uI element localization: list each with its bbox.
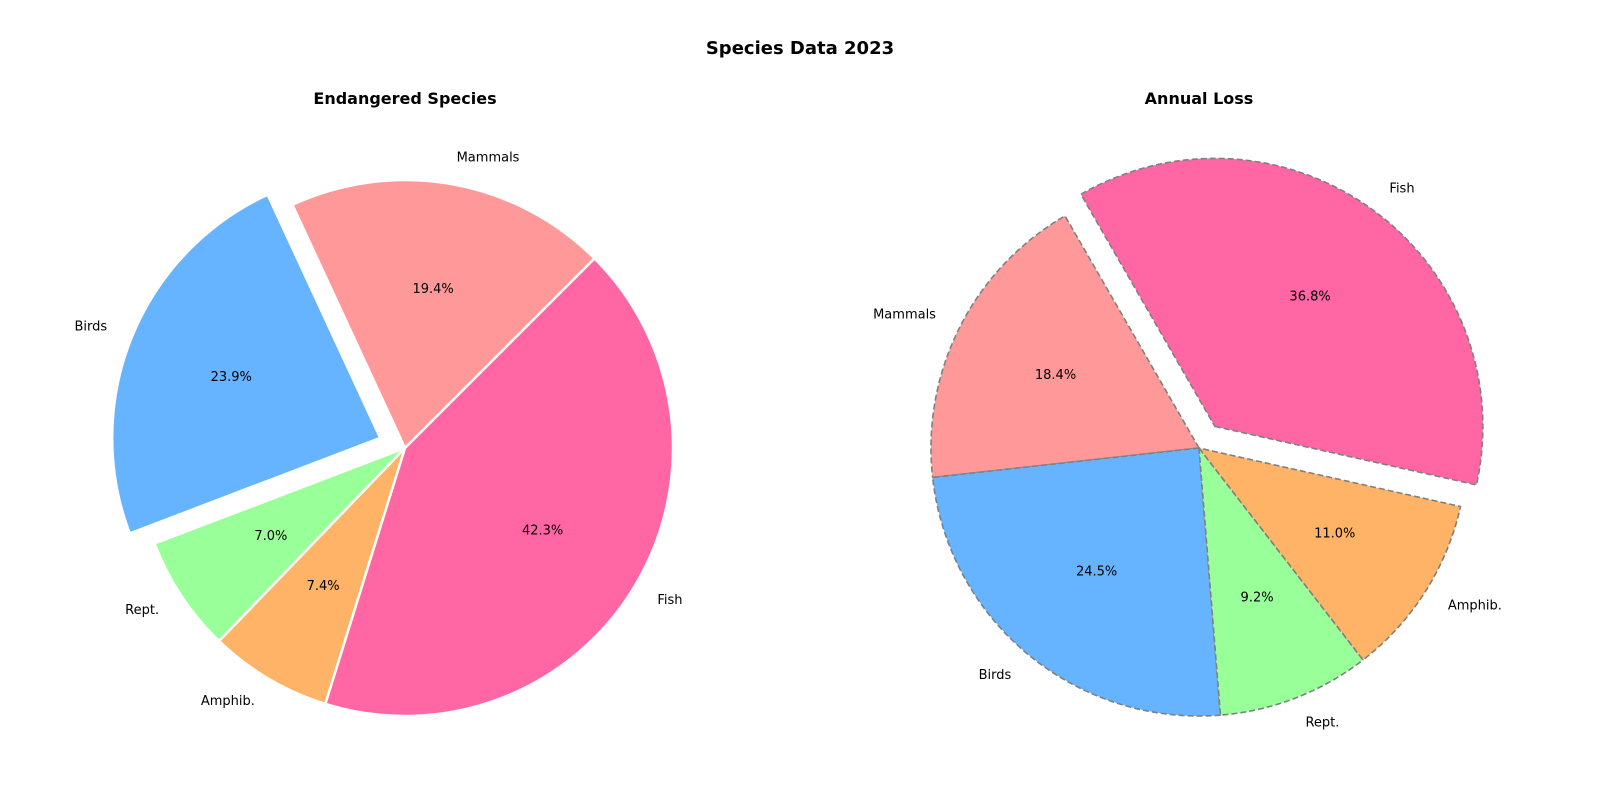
endangered-slices — [110, 178, 675, 718]
endangered-species-slice-amphib — [217, 446, 407, 706]
annual-loss-pie: Annual Loss 18.4% Mammals 24.5% Birds 9.2% Re… — [873, 89, 1502, 730]
endangered-species-slice-birds — [110, 193, 382, 535]
endangered-species-pie: Endangered Species 19.4% Mammals 23.9% Bird… — [74, 89, 682, 718]
annual-loss-pct-birds: 24.5% — [1076, 564, 1117, 579]
endangered-species-pct-birds: 23.9% — [211, 370, 252, 385]
endangered-labels: 19.4% Mammals 23.9% Birds 7.0% Rept. 7.4% Amphi… — [74, 150, 682, 709]
endangered-species-label-rept: Rept. — [125, 603, 159, 618]
annual-loss-pct-mammals: 18.4% — [1035, 368, 1076, 383]
annual-loss-slices — [930, 157, 1484, 717]
pie-title-endangered: Endangered Species — [313, 89, 496, 108]
endangered-species-slice-rept — [153, 446, 407, 643]
endangered-species-pct-mammals: 19.4% — [412, 282, 453, 297]
endangered-species-slice-fish — [324, 257, 675, 718]
annual-loss-pct-amphib: 11.0% — [1314, 527, 1355, 542]
annual-loss-slice-fish — [1080, 157, 1484, 486]
annual-loss-label-mammals: Mammals — [873, 307, 936, 322]
annual-loss-label-birds: Birds — [979, 668, 1012, 683]
annual-loss-labels: 18.4% Mammals 24.5% Birds 9.2% Rept. 11.0% Amph… — [873, 181, 1502, 730]
endangered-species-pct-amphib: 7.4% — [307, 579, 340, 594]
endangered-species-label-fish: Fish — [657, 593, 682, 608]
endangered-species-pct-fish: 42.3% — [522, 524, 563, 539]
annual-loss-label-fish: Fish — [1389, 181, 1414, 196]
annual-loss-slice-birds — [931, 447, 1222, 717]
annual-loss-label-amphib: Amphib. — [1448, 599, 1502, 614]
endangered-species-pct-rept: 7.0% — [254, 529, 287, 544]
pie-title-annual-loss: Annual Loss — [1145, 89, 1254, 108]
endangered-species-slice-mammals — [291, 178, 596, 450]
annual-loss-slice-amphib — [1198, 447, 1462, 661]
annual-loss-pct-fish: 36.8% — [1289, 289, 1330, 304]
endangered-species-label-birds: Birds — [74, 319, 107, 334]
annual-loss-slice-rept — [1198, 447, 1364, 716]
figure-title: Species Data 2023 — [706, 38, 894, 59]
endangered-species-label-mammals: Mammals — [457, 150, 520, 165]
endangered-species-label-amphib: Amphib. — [201, 694, 255, 709]
annual-loss-label-rept: Rept. — [1305, 715, 1339, 730]
annual-loss-slice-mammals — [930, 215, 1200, 479]
annual-loss-pct-rept: 9.2% — [1241, 590, 1274, 605]
